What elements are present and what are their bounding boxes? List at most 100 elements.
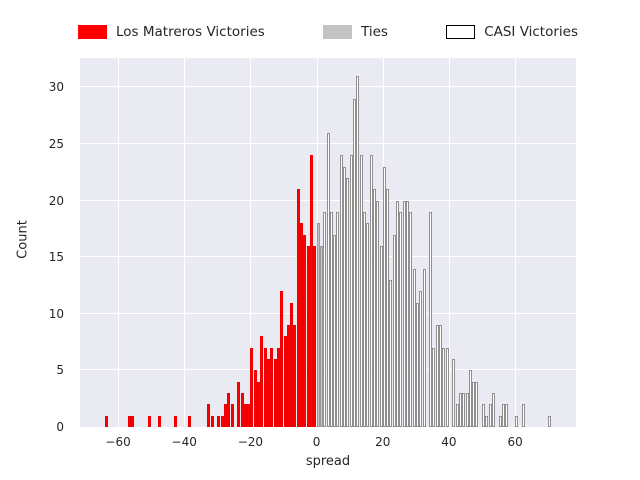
histogram-bar: [346, 178, 350, 427]
histogram-bar: [468, 370, 472, 427]
histogram-bar: [412, 268, 416, 427]
legend-swatch-icon: [446, 25, 476, 39]
histogram-bar: [147, 415, 151, 427]
histogram-bar: [548, 415, 552, 427]
legend: Los Matreros Victories Ties CASI Victories: [78, 24, 578, 40]
histogram-bar: [223, 404, 227, 427]
histogram-bar: [247, 404, 251, 427]
histogram-bar: [333, 234, 337, 427]
histogram-bar: [382, 166, 386, 427]
histogram-bar: [475, 381, 479, 427]
histogram-bar: [458, 393, 462, 427]
histogram-bar: [104, 415, 108, 427]
histogram-bar: [435, 325, 439, 427]
gridline-horizontal: [80, 86, 576, 88]
histogram-bar: [445, 347, 449, 427]
histogram-bar: [432, 347, 436, 427]
y-tick-label: 0: [56, 420, 64, 434]
histogram-bar: [415, 302, 419, 427]
histogram-bar: [296, 189, 300, 427]
histogram-bar: [293, 325, 297, 427]
histogram-bar: [310, 155, 313, 427]
histogram-bar: [452, 359, 456, 427]
histogram-bar: [300, 223, 303, 427]
legend-item: Los Matreros Victories: [78, 24, 265, 40]
histogram-bar: [339, 155, 343, 427]
histogram-bar: [362, 211, 366, 427]
y-axis-label: Count: [15, 220, 31, 259]
histogram-bar: [230, 404, 234, 427]
histogram-bar: [405, 200, 409, 427]
histogram-bar: [505, 404, 509, 427]
histogram-bar: [207, 404, 211, 427]
legend-item: Ties: [323, 24, 388, 40]
histogram-bar: [402, 200, 406, 427]
histogram-bar: [319, 245, 323, 427]
histogram-bar: [462, 393, 466, 427]
histogram-bar: [336, 211, 340, 427]
histogram-bar: [396, 200, 399, 427]
histogram-bar: [442, 347, 446, 427]
histogram-bar: [240, 393, 244, 427]
histogram-bar: [356, 76, 360, 427]
histogram-bar: [187, 415, 191, 427]
histogram-bar: [260, 336, 264, 427]
gridline-vertical: [250, 58, 252, 427]
x-tick-label: 20: [375, 435, 391, 449]
legend-swatch-icon: [323, 25, 353, 39]
legend-label: CASI Victories: [484, 24, 578, 40]
histogram-bar: [359, 155, 363, 427]
histogram-bar: [250, 347, 254, 427]
histogram-bar: [276, 347, 280, 427]
legend-item: CASI Victories: [446, 24, 578, 40]
histogram-bar: [316, 223, 320, 427]
histogram-bar: [283, 336, 287, 427]
histogram-bar: [286, 325, 290, 427]
histogram-bar: [353, 98, 356, 427]
x-tick-label: 60: [507, 435, 523, 449]
histogram-bar: [306, 245, 310, 427]
histogram-bar: [409, 211, 413, 427]
histogram-bar: [273, 359, 277, 427]
histogram-bar: [253, 370, 257, 427]
histogram-bar: [157, 415, 161, 427]
histogram-bar: [210, 415, 214, 427]
histogram-bar: [220, 415, 224, 427]
x-tick-label: 0: [312, 435, 321, 449]
histogram-bar: [131, 415, 135, 427]
histogram-bar: [323, 211, 327, 427]
histogram-bar: [243, 404, 247, 427]
histogram-bar: [498, 415, 502, 427]
histogram-bar: [270, 347, 274, 427]
x-tick-label: −60: [105, 435, 131, 449]
x-tick-label: −40: [171, 435, 197, 449]
histogram-bar: [465, 393, 469, 427]
y-tick-label: 5: [56, 363, 64, 378]
x-tick-label: −20: [237, 435, 264, 449]
plot-area: [80, 58, 576, 427]
histogram-bar: [482, 404, 485, 427]
histogram-bar: [227, 393, 231, 427]
y-tick-label: 25: [48, 137, 64, 151]
histogram-bar: [472, 381, 476, 427]
histogram-bar: [263, 347, 267, 427]
histogram-bar: [372, 189, 376, 427]
histogram-bar: [343, 166, 347, 427]
histogram-bar: [389, 279, 393, 427]
histogram-bar: [237, 381, 241, 427]
histogram-bar: [515, 415, 519, 427]
histogram-bar: [313, 245, 317, 427]
histogram-bar: [439, 325, 442, 427]
histogram-bar: [392, 234, 396, 427]
histogram-bar: [488, 404, 492, 427]
histogram-bar: [492, 393, 495, 427]
histogram-bar: [386, 189, 390, 427]
gridline-vertical: [515, 58, 517, 427]
histogram-bar: [303, 234, 307, 427]
histogram-bar: [399, 211, 403, 427]
legend-label: Ties: [361, 24, 388, 40]
histogram-bar: [422, 268, 426, 427]
y-tick-label: 15: [48, 250, 64, 265]
y-axis-tick-labels: 0 5 10 15 20 25 30: [0, 58, 72, 434]
